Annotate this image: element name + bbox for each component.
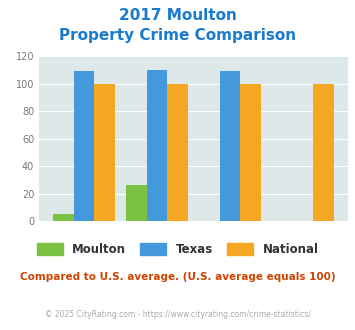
Text: 2017 Moulton: 2017 Moulton — [119, 8, 236, 23]
Text: © 2025 CityRating.com - https://www.cityrating.com/crime-statistics/: © 2025 CityRating.com - https://www.city… — [45, 310, 310, 319]
Legend: Moulton, Texas, National: Moulton, Texas, National — [32, 239, 323, 261]
Bar — [240, 83, 261, 221]
Bar — [74, 71, 94, 221]
Bar — [94, 83, 115, 221]
Bar — [53, 214, 74, 221]
Text: Property Crime Comparison: Property Crime Comparison — [59, 28, 296, 43]
Bar — [126, 185, 147, 221]
Bar — [220, 71, 240, 221]
Bar — [167, 83, 188, 221]
Bar — [147, 70, 167, 221]
Text: Compared to U.S. average. (U.S. average equals 100): Compared to U.S. average. (U.S. average … — [20, 272, 335, 282]
Bar — [313, 83, 334, 221]
